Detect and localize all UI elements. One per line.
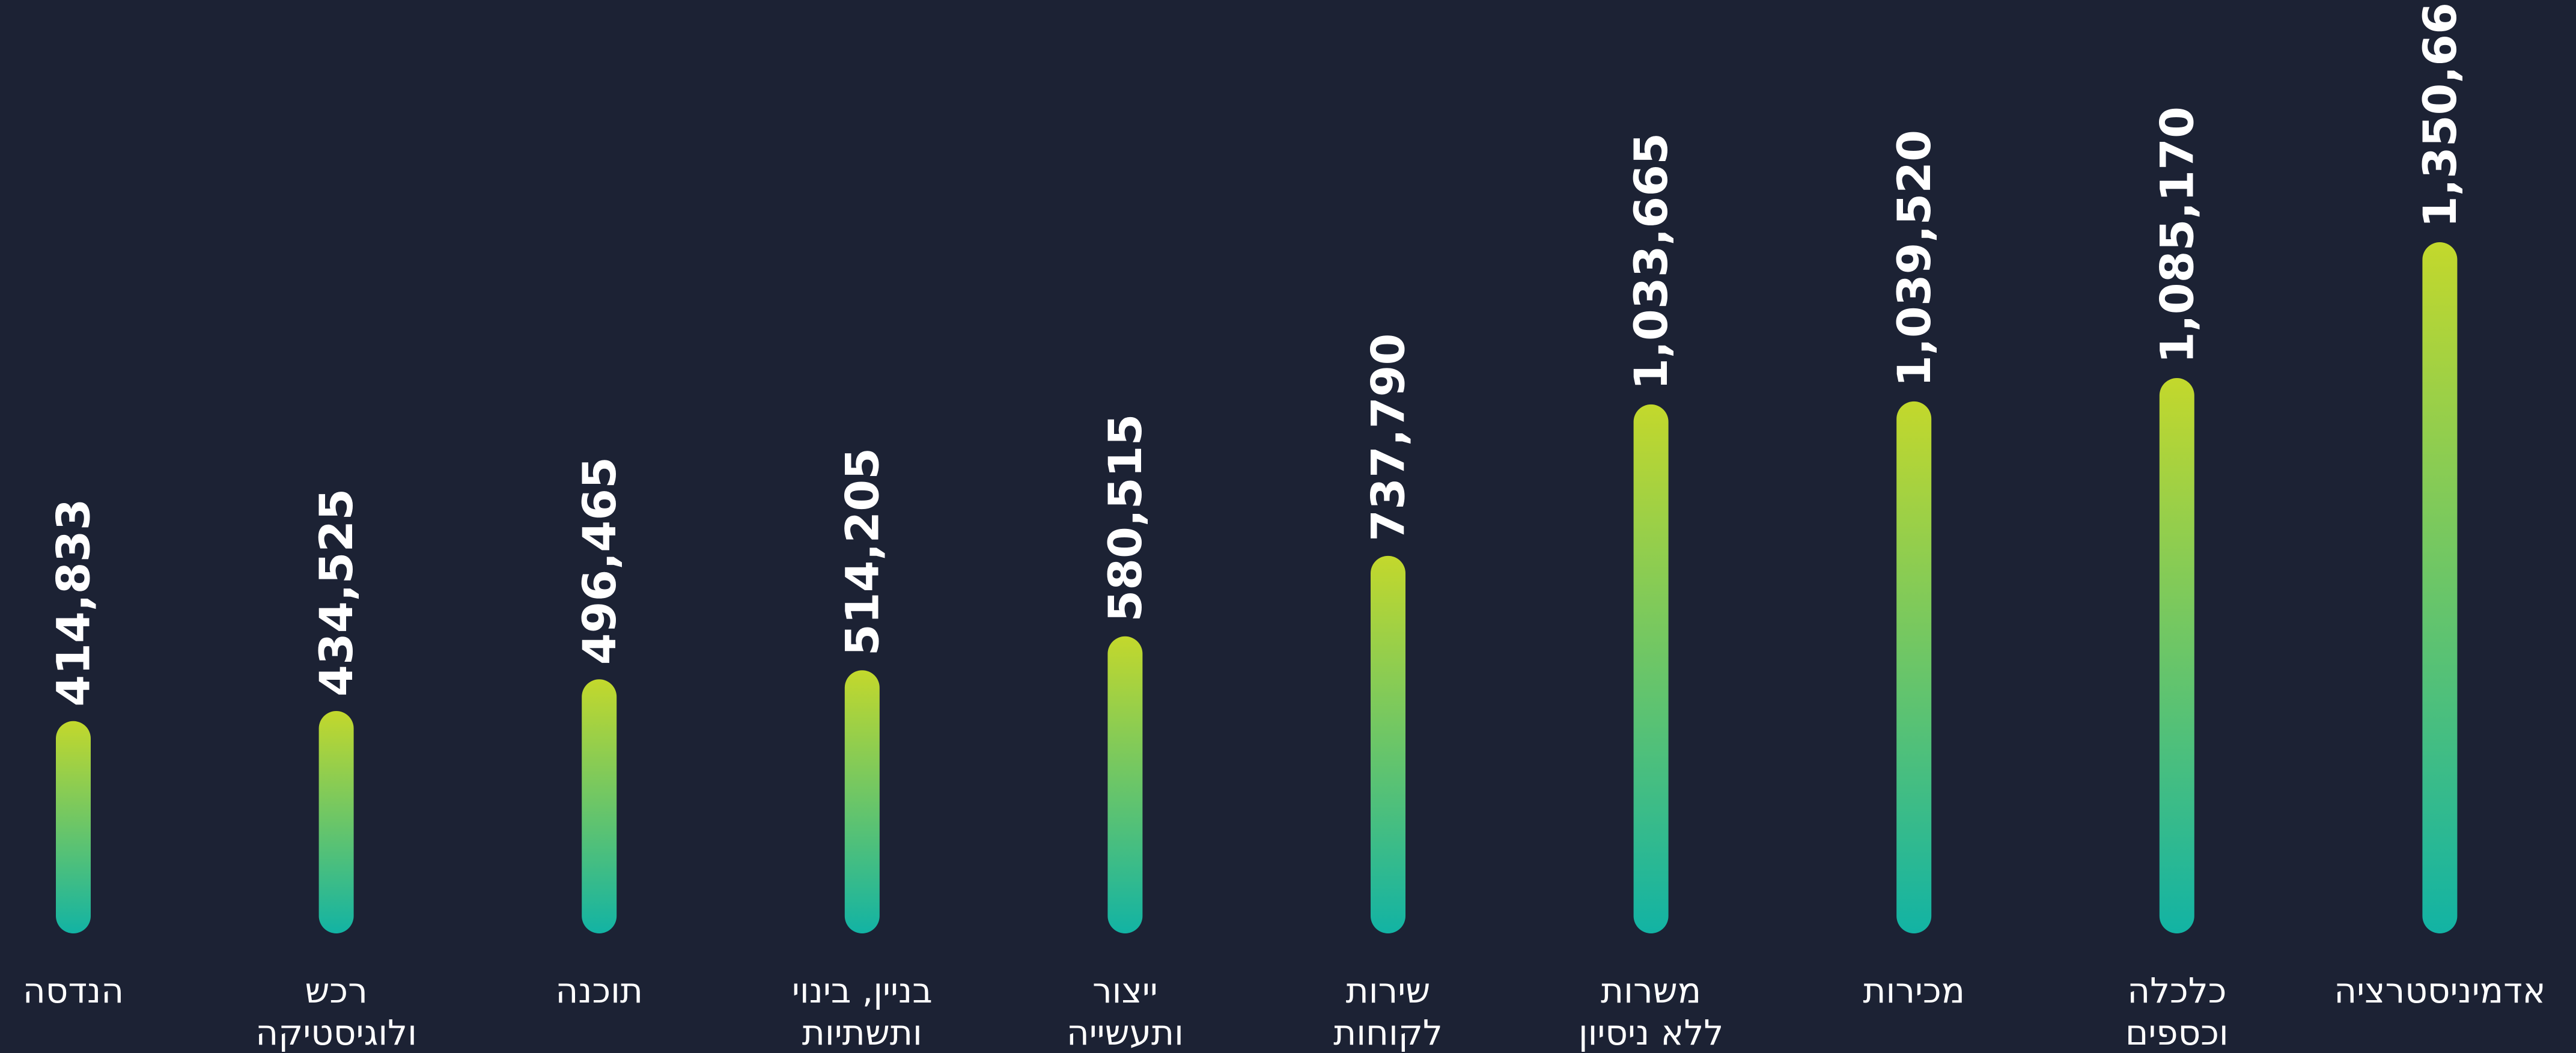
bar-2 (582, 679, 617, 933)
category-label-line: ותשתיות (802, 1012, 922, 1053)
value-label-9: 1,350,665 (2413, 0, 2467, 228)
bar-8 (2159, 378, 2194, 933)
category-label-line: כלכלה (2127, 970, 2226, 1011)
category-label-line: משרות (1601, 970, 1701, 1011)
category-label-5: שירות לקוחות (1333, 970, 1443, 1053)
category-label-line: אדמיניסטרציה (2334, 970, 2545, 1011)
value-labels-group: 414,833 434,525 496,465 514,205 580,515 737,7… (47, 0, 2467, 707)
category-label-7: מכירות (1863, 970, 1965, 1011)
bar-0 (56, 721, 91, 933)
category-label-4: ייצור ותעשייה (1067, 970, 1184, 1053)
category-label-line: תוכנה (555, 970, 643, 1011)
category-label-line: וכספים (2125, 1012, 2229, 1053)
category-label-line: ייצור (1092, 970, 1158, 1011)
category-label-line: מכירות (1863, 970, 1965, 1011)
category-label-3: בניין, בינוי ותשתיות (792, 970, 933, 1053)
value-label-6: 1,033,665 (1624, 133, 1678, 390)
category-label-line: לקוחות (1333, 1012, 1443, 1053)
category-label-line: ללא ניסיון (1579, 1012, 1724, 1053)
bars-group (56, 242, 2458, 933)
bar-1 (318, 711, 354, 933)
value-label-2: 496,465 (573, 457, 626, 665)
category-label-2: תוכנה (555, 970, 643, 1011)
value-label-8: 1,085,170 (2150, 106, 2203, 364)
value-label-5: 737,790 (1362, 334, 1415, 542)
category-label-0: הנדסה (23, 970, 124, 1011)
category-labels-group: הנדסה רכש ולוגיסטיקה תוכנה בניין, בינוי ותשתי… (23, 970, 2546, 1053)
category-label-line: ותעשייה (1067, 1012, 1184, 1053)
category-label-9: אדמיניסטרציה (2334, 970, 2545, 1011)
bar-3 (844, 670, 880, 933)
bar-7 (1896, 401, 1932, 933)
category-label-8: כלכלה וכספים (2125, 970, 2229, 1053)
category-label-line: שירות (1346, 970, 1431, 1011)
value-label-3: 514,205 (835, 448, 889, 656)
bar-6 (1633, 404, 1669, 933)
bar-5 (1371, 555, 1405, 933)
value-label-4: 580,515 (1098, 414, 1152, 622)
value-label-7: 1,039,520 (1887, 130, 1941, 387)
category-label-1: רכש ולוגיסטיקה (255, 970, 417, 1053)
bar-9 (2422, 242, 2458, 933)
category-label-line: רכש (305, 970, 368, 1011)
category-label-line: ולוגיסטיקה (255, 1012, 417, 1053)
bar-4 (1107, 636, 1143, 933)
category-label-line: בניין, בינוי (792, 970, 933, 1011)
value-label-1: 434,525 (309, 489, 363, 697)
category-label-line: הנדסה (23, 970, 124, 1011)
value-label-0: 414,833 (47, 499, 100, 707)
category-label-6: משרות ללא ניסיון (1579, 970, 1724, 1053)
